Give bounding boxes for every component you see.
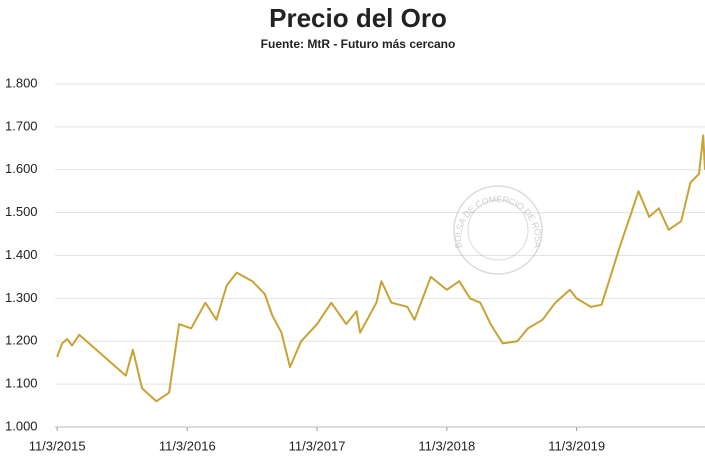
y-tick-label: 1.700	[5, 118, 38, 133]
y-tick-label: 1.000	[5, 418, 38, 433]
y-tick-label: 1.500	[5, 204, 38, 219]
y-tick-label: 1.300	[5, 290, 38, 305]
price-line	[56, 134, 705, 403]
y-tick-label: 1.200	[5, 333, 38, 348]
x-tick-label: 11/3/2015	[29, 438, 86, 453]
x-tick-label: 11/3/2018	[418, 438, 475, 453]
y-tick-label: 1.100	[5, 376, 38, 391]
y-tick-label: 1.800	[5, 75, 38, 90]
y-tick-label: 1.600	[5, 161, 38, 176]
watermark-ring	[453, 185, 543, 275]
x-tick-label: 11/3/2016	[159, 438, 216, 453]
y-tick-label: 1.400	[5, 247, 38, 262]
axes: 1.000 1.100 1.200 1.300 1.400 1.500 1.600 1.700…	[5, 75, 705, 453]
x-tick-label: 11/3/2019	[548, 438, 605, 453]
chart-subtitle: Fuente: MtR - Futuro más cercano	[261, 37, 456, 51]
chart-title: Precio del Oro	[269, 3, 447, 33]
watermark-inner	[467, 199, 529, 261]
x-tick-label: 11/3/2017	[289, 438, 346, 453]
